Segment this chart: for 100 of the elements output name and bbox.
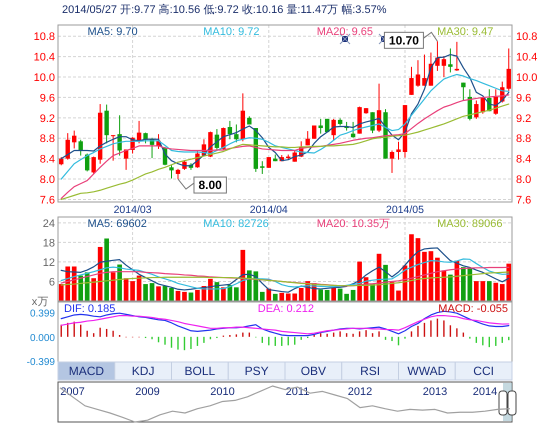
- y2-tick-label: 9.2: [516, 112, 532, 125]
- x-tick-label: 2014/03: [114, 204, 152, 216]
- candlestick: [214, 128, 220, 150]
- bar: [370, 284, 375, 301]
- x-tick-label: 2014: [472, 386, 498, 398]
- candlestick: [260, 160, 265, 174]
- bar: [338, 288, 342, 301]
- y-axis-title: x万: [32, 296, 48, 308]
- candlestick: [266, 156, 271, 168]
- series-label: MACD: -0.055: [438, 303, 508, 315]
- bar: [188, 292, 194, 301]
- line-series: [60, 271, 510, 286]
- line-series: [60, 54, 510, 166]
- bar: [324, 290, 330, 301]
- y2-tick-label: 8.0: [516, 174, 532, 186]
- text: MA30: 89066: [437, 218, 503, 230]
- text: MA5: 9.70: [88, 26, 138, 38]
- y-tick-label: 7.6: [40, 194, 55, 206]
- x-tick-label: 2014/04: [250, 204, 288, 216]
- candlestick: [228, 120, 232, 140]
- y2-tick-label: 7.6: [516, 194, 532, 206]
- line-series: [60, 247, 510, 293]
- x-tick-label: 2013: [422, 386, 448, 398]
- y2-tick-label: 10.8: [516, 31, 538, 44]
- candlestick: [506, 48, 511, 92]
- bar: [292, 294, 298, 301]
- candlestick: [331, 118, 336, 141]
- bar: [260, 292, 265, 301]
- x-tick-label: 2010: [210, 386, 235, 398]
- text: RSI: [360, 364, 380, 378]
- y2-tick-label: 9.6: [516, 92, 532, 104]
- y-tick-label: 0.000: [30, 332, 56, 344]
- y-tick-label: 9.6: [40, 92, 55, 104]
- bar: [331, 288, 336, 301]
- text: MA20: 9.65: [316, 26, 374, 38]
- text: MA5: 69602: [88, 218, 147, 230]
- y-tick-label: 10.4: [34, 52, 55, 64]
- bar: [234, 287, 239, 301]
- x-tick-label: 2014/05: [386, 204, 424, 216]
- candlestick: [66, 132, 70, 160]
- bar: [448, 274, 453, 301]
- series-label: DIF: 0.185: [64, 303, 116, 315]
- candlestick: [305, 130, 310, 146]
- bar: [318, 290, 324, 301]
- y-tick-label: 24: [42, 218, 55, 230]
- y2-tick-label: 8.4: [516, 154, 532, 166]
- bar: [468, 268, 472, 301]
- candlestick: [468, 88, 472, 121]
- candlestick: [78, 139, 83, 156]
- y-tick-label: 6: [48, 276, 55, 288]
- y2-tick-label: 10.4: [516, 52, 538, 64]
- text: CCI: [473, 364, 494, 378]
- line-series: [60, 314, 510, 334]
- bar: [298, 288, 304, 301]
- y-tick-label: 0.399: [30, 308, 56, 320]
- bar: [350, 290, 356, 301]
- bar: [474, 281, 479, 301]
- y-tick-label: -0.399: [26, 357, 56, 368]
- bar: [286, 294, 291, 301]
- chart-title: 2014/05/27 开:9.77 高:10.56 低:9.72 收:10.16 量:11.47万 幅:3.57%: [62, 3, 387, 16]
- annotation: 10.70: [388, 33, 420, 48]
- text: KDJ: [132, 364, 154, 378]
- y-tick-label: 9.2: [40, 112, 55, 125]
- bar: [493, 282, 498, 301]
- annotation: 8.00: [198, 178, 222, 192]
- text: PSY: [244, 364, 269, 378]
- text: MA10: 82726: [203, 218, 269, 230]
- bar: [480, 281, 486, 301]
- candlestick: [454, 41, 460, 72]
- y2-tick-label: 8.8: [516, 133, 532, 146]
- y-tick-label: 10.0: [34, 72, 55, 84]
- text: MA30: 9.47: [437, 26, 494, 38]
- line-series: [60, 310, 510, 336]
- text: MACD: [68, 364, 104, 378]
- bar: [486, 281, 492, 301]
- candlestick: [448, 48, 453, 73]
- candlestick: [350, 121, 356, 138]
- bar: [91, 278, 96, 301]
- y-tick-label: 8.0: [40, 174, 55, 186]
- text: WWAD: [407, 364, 447, 378]
- text: MA20: 10.35万: [316, 218, 390, 230]
- candlestick: [91, 156, 96, 174]
- text: MA10: 9.72: [203, 26, 260, 38]
- line-series: [60, 258, 510, 290]
- candlestick: [234, 124, 239, 143]
- bar: [156, 286, 161, 301]
- bar: [58, 284, 64, 301]
- series-label: DEA: 0.212: [258, 303, 314, 315]
- candlestick: [318, 118, 323, 134]
- x-tick-label: 2009: [135, 386, 160, 398]
- bar: [500, 284, 505, 301]
- candlestick: [461, 82, 466, 101]
- candlestick: [409, 66, 414, 96]
- y-tick-label: 12: [42, 256, 55, 269]
- x-tick-label: 2012: [348, 386, 372, 398]
- y2-tick-label: 10.0: [516, 72, 538, 84]
- candlestick: [84, 153, 90, 172]
- y-tick-label: 8.8: [40, 133, 55, 146]
- text: OBV: [300, 364, 326, 378]
- bar: [124, 278, 128, 301]
